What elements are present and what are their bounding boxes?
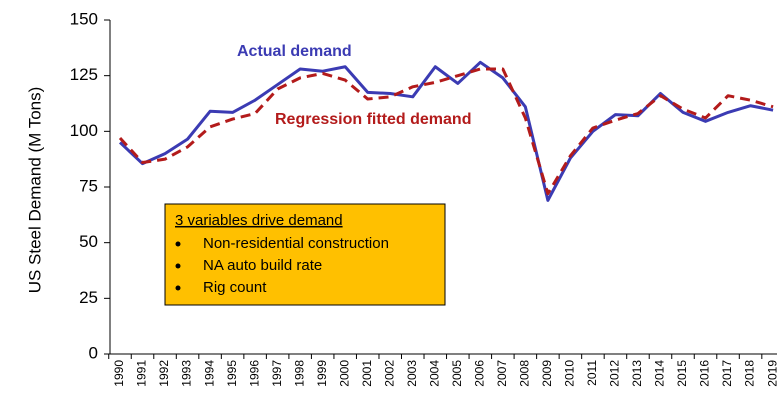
y-tick-label: 125 [70,65,98,84]
x-tick-label: 1992 [157,360,171,387]
y-tick-label: 50 [79,232,98,251]
callout-title: 3 variables drive demand [175,212,343,229]
y-tick-label: 150 [70,9,98,28]
x-tick-label: 2014 [653,360,667,387]
series-annotation: Actual demand [237,43,352,60]
x-tick-label: 2000 [337,360,351,387]
x-tick-label: 2018 [743,360,757,387]
x-tick-label: 2013 [630,360,644,387]
y-tick-label: 0 [89,343,98,362]
callout-item: Rig count [203,279,267,296]
x-tick-label: 1990 [112,360,126,387]
series-annotation: Regression fitted demand [275,111,471,128]
x-tick-label: 2009 [540,360,554,387]
x-tick-label: 2019 [765,360,777,387]
x-tick-label: 1994 [202,360,216,387]
x-tick-label: 2017 [720,360,734,387]
x-tick-label: 2002 [382,360,396,387]
y-tick-label: 100 [70,121,98,140]
y-tick-label: 25 [79,288,98,307]
x-tick-label: 2005 [450,360,464,387]
x-tick-label: 2016 [698,360,712,387]
callout-item: NA auto build rate [203,257,322,274]
x-tick-label: 1993 [180,360,194,387]
x-tick-label: 2006 [472,360,486,387]
callout-box [164,203,446,306]
x-tick-label: 2015 [675,360,689,387]
series-line [118,67,774,196]
y-axis-label: US Steel Demand (M Tons) [25,87,44,294]
x-tick-label: 1995 [225,360,239,387]
bullet [175,285,181,291]
x-tick-label: 1997 [270,360,284,387]
callout-item: Non-residential construction [203,235,389,252]
x-tick-label: 2012 [608,360,622,387]
x-tick-label: 1996 [247,360,261,387]
bullet [175,263,181,269]
x-tick-label: 1998 [292,360,306,387]
x-tick-label: 2010 [563,360,577,387]
x-tick-label: 2004 [427,360,441,387]
x-tick-label: 2001 [360,360,374,387]
x-tick-label: 1999 [315,360,329,387]
x-tick-label: 2011 [585,360,599,386]
callout: 3 variables drive demand Non-residential … [164,203,446,306]
y-tick-label: 75 [79,176,98,195]
x-tick-label: 2007 [495,360,509,387]
x-tick-label: 1991 [135,360,149,387]
x-tick-label: 2003 [405,360,419,387]
bullet [175,241,181,247]
series-line [118,60,774,202]
x-tick-label: 2008 [518,360,532,387]
